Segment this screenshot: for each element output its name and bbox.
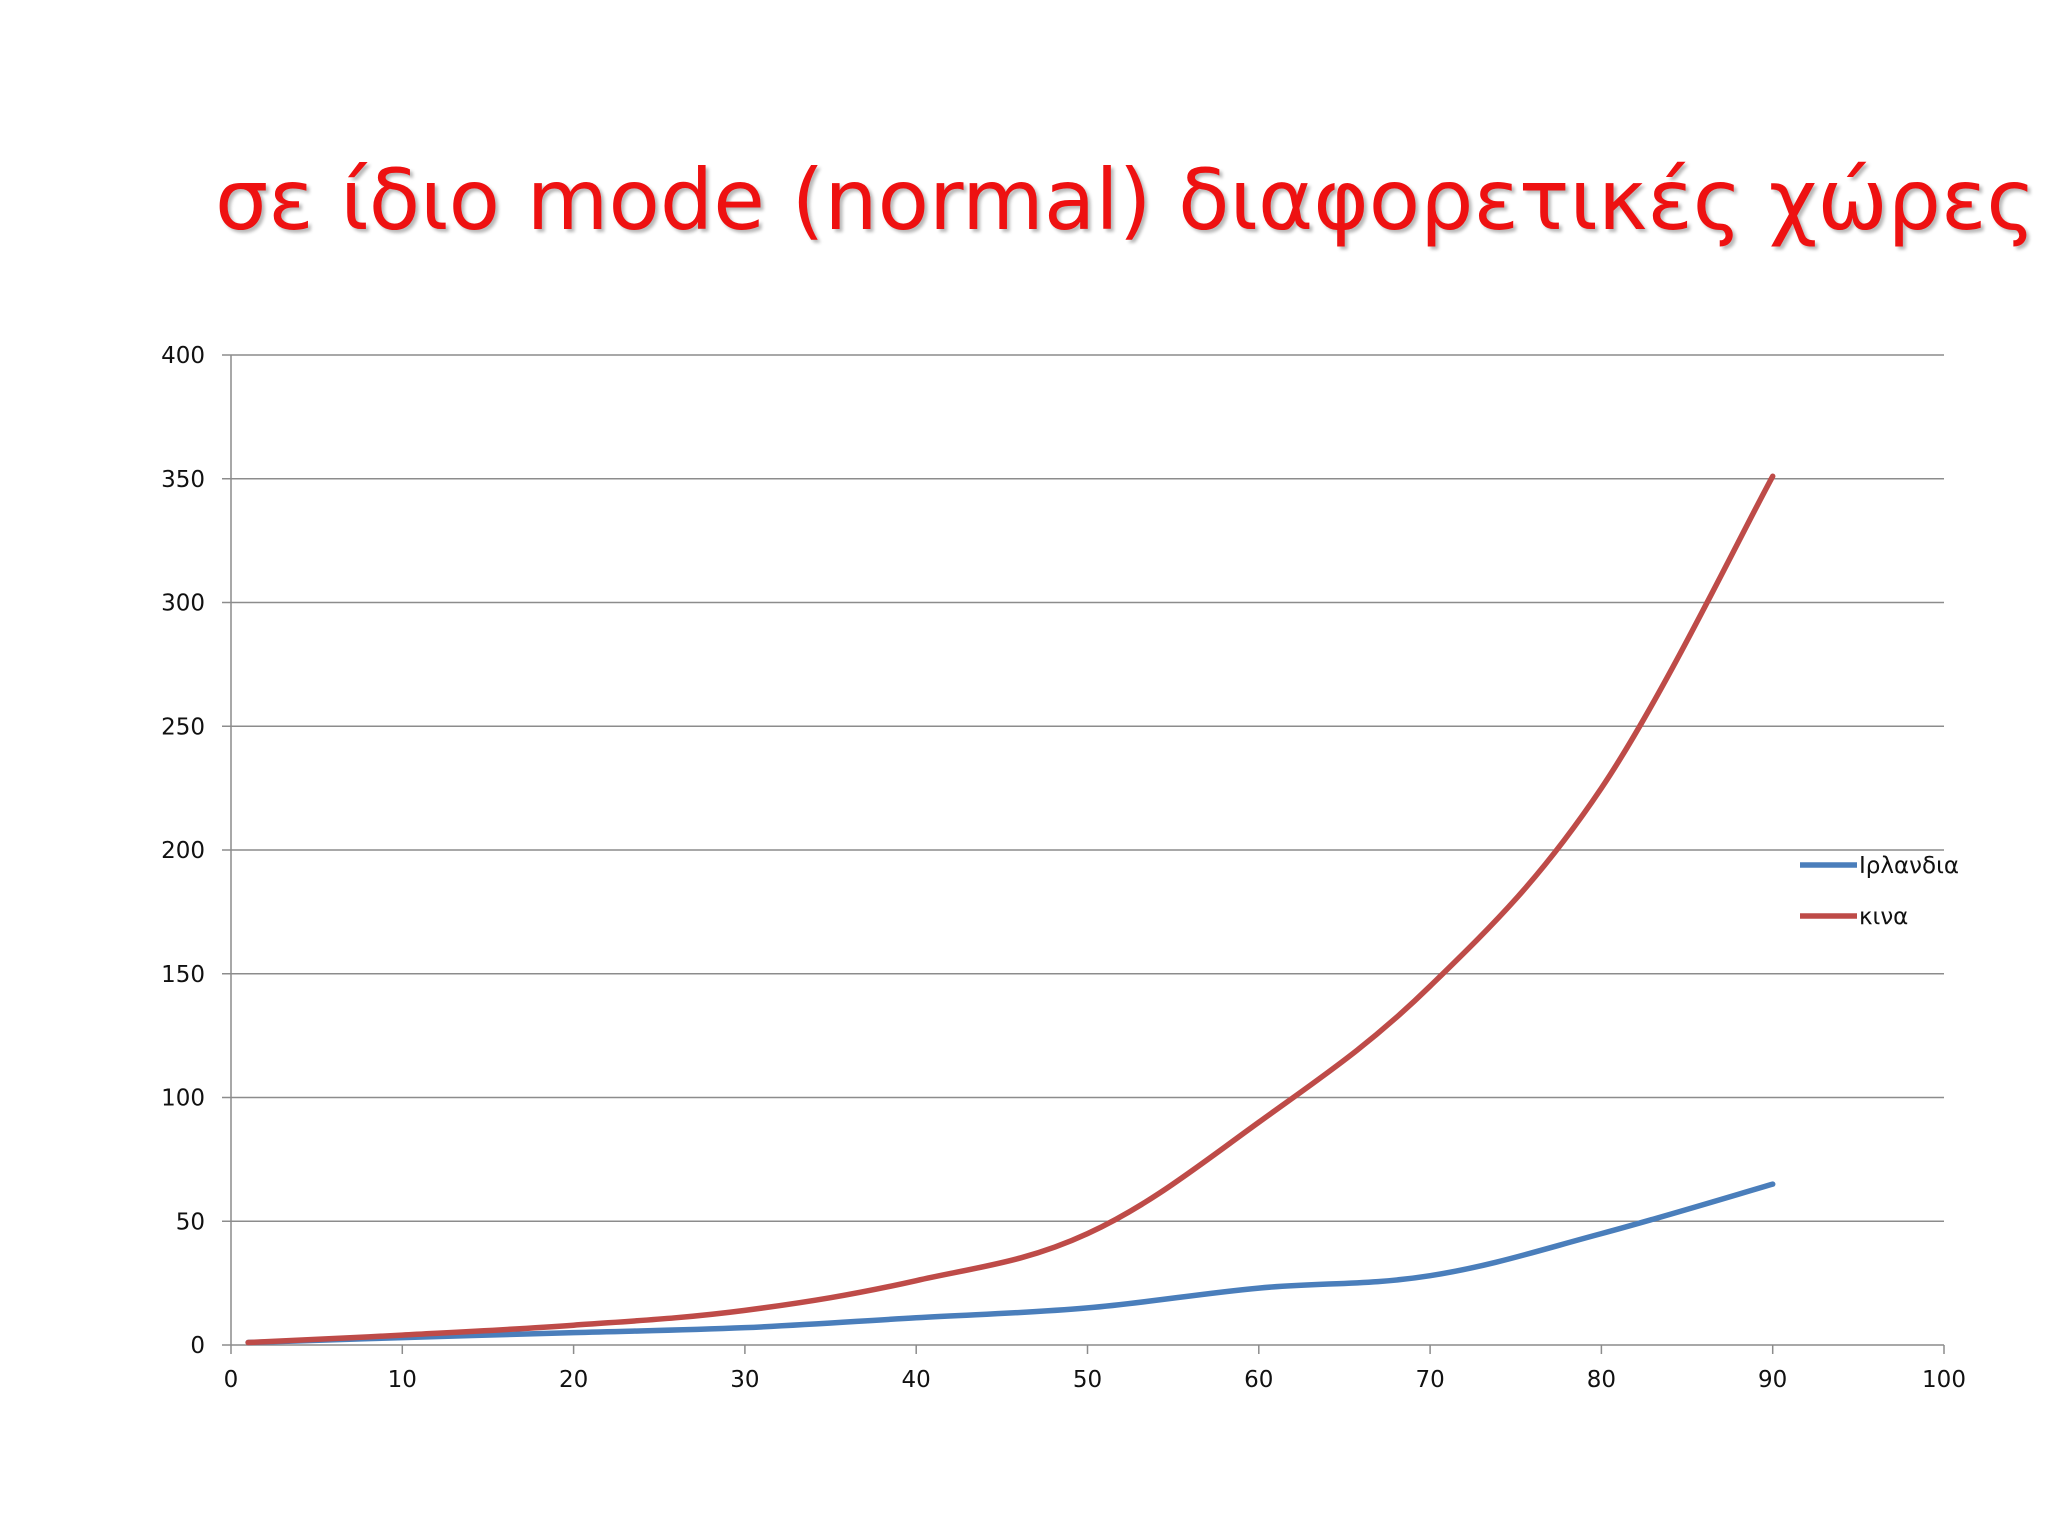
series-line-2 — [245, 473, 1776, 1346]
x-tick-label: 90 — [1758, 1367, 1787, 1393]
y-tick-label: 250 — [161, 714, 205, 740]
legend: Ιρλανδια κινα — [1800, 853, 1959, 930]
x-tick-label: 10 — [388, 1367, 417, 1393]
axes — [222, 354, 1945, 1354]
grid-lines — [231, 354, 1944, 1222]
y-tick-label: 50 — [176, 1209, 205, 1235]
legend-label-2: κινα — [1859, 904, 1908, 930]
x-tick-label: 20 — [559, 1367, 588, 1393]
x-tick-label: 0 — [224, 1367, 239, 1393]
y-tick-label: 300 — [161, 591, 205, 617]
x-tick-label: 80 — [1587, 1367, 1616, 1393]
tick-labels: 0 50 100 150 200 250 300 350 400 0 10 20 30 40 50 60 70 8… — [161, 343, 1966, 1393]
x-tick-label: 100 — [1922, 1367, 1966, 1393]
legend-label-1: Ιρλανδια — [1859, 853, 1959, 879]
x-tick-label: 40 — [902, 1367, 931, 1393]
y-tick-label: 400 — [161, 343, 205, 369]
y-tick-label: 100 — [161, 1086, 205, 1112]
y-tick-label: 200 — [161, 838, 205, 864]
y-tick-label: 350 — [161, 467, 205, 493]
x-tick-label: 50 — [1073, 1367, 1102, 1393]
y-tick-label: 0 — [190, 1333, 205, 1359]
x-tick-label: 70 — [1415, 1367, 1444, 1393]
y-tick-label: 150 — [161, 962, 205, 988]
slide-title: σε ίδιο mode (normal) διαφορετικές χώρες — [215, 151, 2036, 249]
series-lines — [245, 473, 1776, 1346]
series-line-1 — [245, 1181, 1776, 1346]
x-tick-label: 30 — [730, 1367, 759, 1393]
x-tick-label: 60 — [1244, 1367, 1273, 1393]
